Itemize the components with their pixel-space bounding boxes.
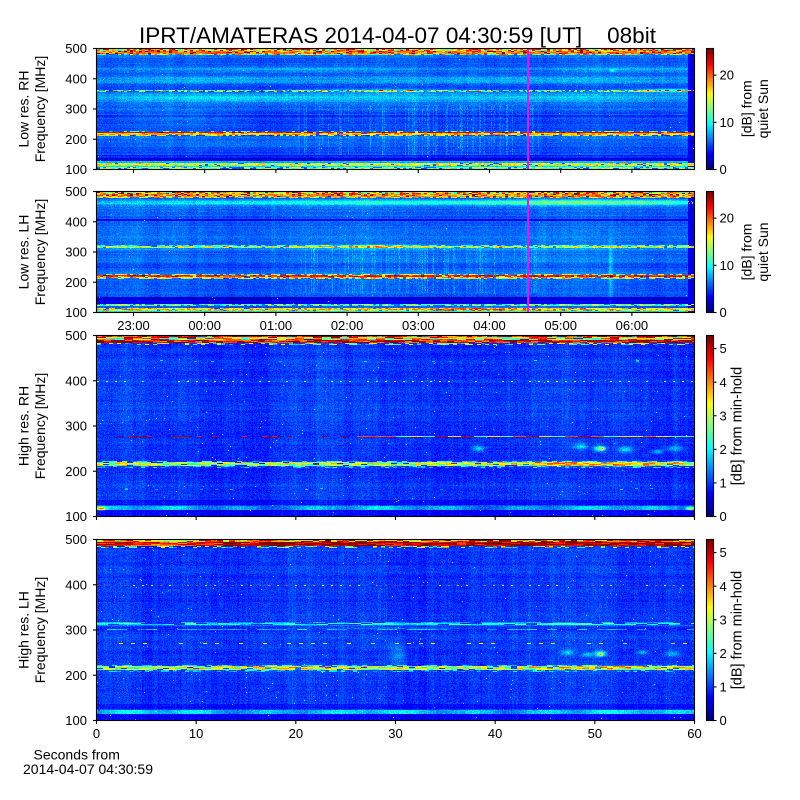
svg-text:Low res. RH: Low res. RH — [16, 70, 32, 147]
svg-text:04:00: 04:00 — [473, 318, 506, 333]
svg-text:400: 400 — [65, 373, 87, 388]
svg-text:300: 300 — [65, 245, 87, 260]
svg-text:06:00: 06:00 — [616, 318, 649, 333]
svg-text:100: 100 — [65, 162, 87, 177]
svg-text:5: 5 — [720, 545, 727, 560]
svg-text:[dB] from: [dB] from — [739, 80, 755, 137]
svg-text:30: 30 — [388, 726, 402, 741]
svg-text:40: 40 — [488, 726, 502, 741]
svg-text:[dB] from: [dB] from — [739, 224, 755, 281]
svg-text:[dB] from min-hold: [dB] from min-hold — [730, 367, 746, 485]
svg-text:Frequency [MHz]: Frequency [MHz] — [32, 199, 48, 306]
svg-text:01:00: 01:00 — [260, 318, 293, 333]
svg-text:2014-04-07 04:30:59: 2014-04-07 04:30:59 — [23, 761, 153, 777]
svg-text:500: 500 — [65, 41, 87, 56]
svg-text:quiet Sun: quiet Sun — [755, 79, 771, 138]
svg-text:20: 20 — [289, 726, 303, 741]
svg-text:200: 200 — [65, 668, 87, 683]
svg-text:quiet Sun: quiet Sun — [755, 222, 771, 281]
svg-text:High res. LH: High res. LH — [16, 591, 32, 669]
svg-text:1: 1 — [720, 476, 727, 491]
svg-text:400: 400 — [65, 577, 87, 592]
svg-text:0: 0 — [720, 305, 727, 320]
svg-text:400: 400 — [65, 214, 87, 229]
svg-text:10: 10 — [189, 726, 203, 741]
svg-text:3: 3 — [720, 408, 727, 423]
svg-text:50: 50 — [588, 726, 602, 741]
svg-text:00:00: 00:00 — [188, 318, 221, 333]
svg-text:03:00: 03:00 — [402, 318, 435, 333]
svg-text:Frequency [MHz]: Frequency [MHz] — [32, 373, 48, 480]
svg-text:4: 4 — [720, 375, 727, 390]
svg-text:100: 100 — [65, 305, 87, 320]
svg-text:3: 3 — [720, 612, 727, 627]
svg-text:High res. RH: High res. RH — [16, 386, 32, 466]
svg-text:0: 0 — [720, 162, 727, 177]
svg-text:Frequency [MHz]: Frequency [MHz] — [32, 577, 48, 684]
svg-text:200: 200 — [65, 464, 87, 479]
svg-text:200: 200 — [65, 132, 87, 147]
svg-text:300: 300 — [65, 623, 87, 638]
svg-text:200: 200 — [65, 275, 87, 290]
svg-text:2: 2 — [720, 646, 727, 661]
svg-text:4: 4 — [720, 579, 727, 594]
svg-text:0: 0 — [93, 726, 100, 741]
svg-text:Seconds from: Seconds from — [34, 747, 120, 763]
svg-text:0: 0 — [720, 713, 727, 728]
svg-text:500: 500 — [65, 328, 87, 343]
svg-text:2: 2 — [720, 442, 727, 457]
svg-text:IPRT/AMATERAS 2014-04-07 04:30: IPRT/AMATERAS 2014-04-07 04:30:59 [UT] 0… — [139, 23, 657, 48]
svg-text:Low res. LH: Low res. LH — [16, 215, 32, 290]
svg-text:[dB] from min-hold: [dB] from min-hold — [730, 571, 746, 689]
svg-text:500: 500 — [65, 184, 87, 199]
svg-text:20: 20 — [720, 68, 734, 83]
svg-text:10: 10 — [720, 115, 734, 130]
svg-text:300: 300 — [65, 419, 87, 434]
svg-text:1: 1 — [720, 680, 727, 695]
svg-text:100: 100 — [65, 509, 87, 524]
svg-text:Frequency [MHz]: Frequency [MHz] — [32, 56, 48, 163]
svg-text:0: 0 — [720, 509, 727, 524]
svg-text:60: 60 — [687, 726, 701, 741]
svg-text:5: 5 — [720, 341, 727, 356]
svg-text:100: 100 — [65, 713, 87, 728]
svg-text:300: 300 — [65, 102, 87, 117]
svg-text:23:00: 23:00 — [117, 318, 150, 333]
svg-text:05:00: 05:00 — [544, 318, 577, 333]
svg-text:400: 400 — [65, 71, 87, 86]
svg-text:02:00: 02:00 — [331, 318, 364, 333]
svg-text:500: 500 — [65, 532, 87, 547]
svg-text:20: 20 — [720, 211, 734, 226]
svg-text:10: 10 — [720, 258, 734, 273]
